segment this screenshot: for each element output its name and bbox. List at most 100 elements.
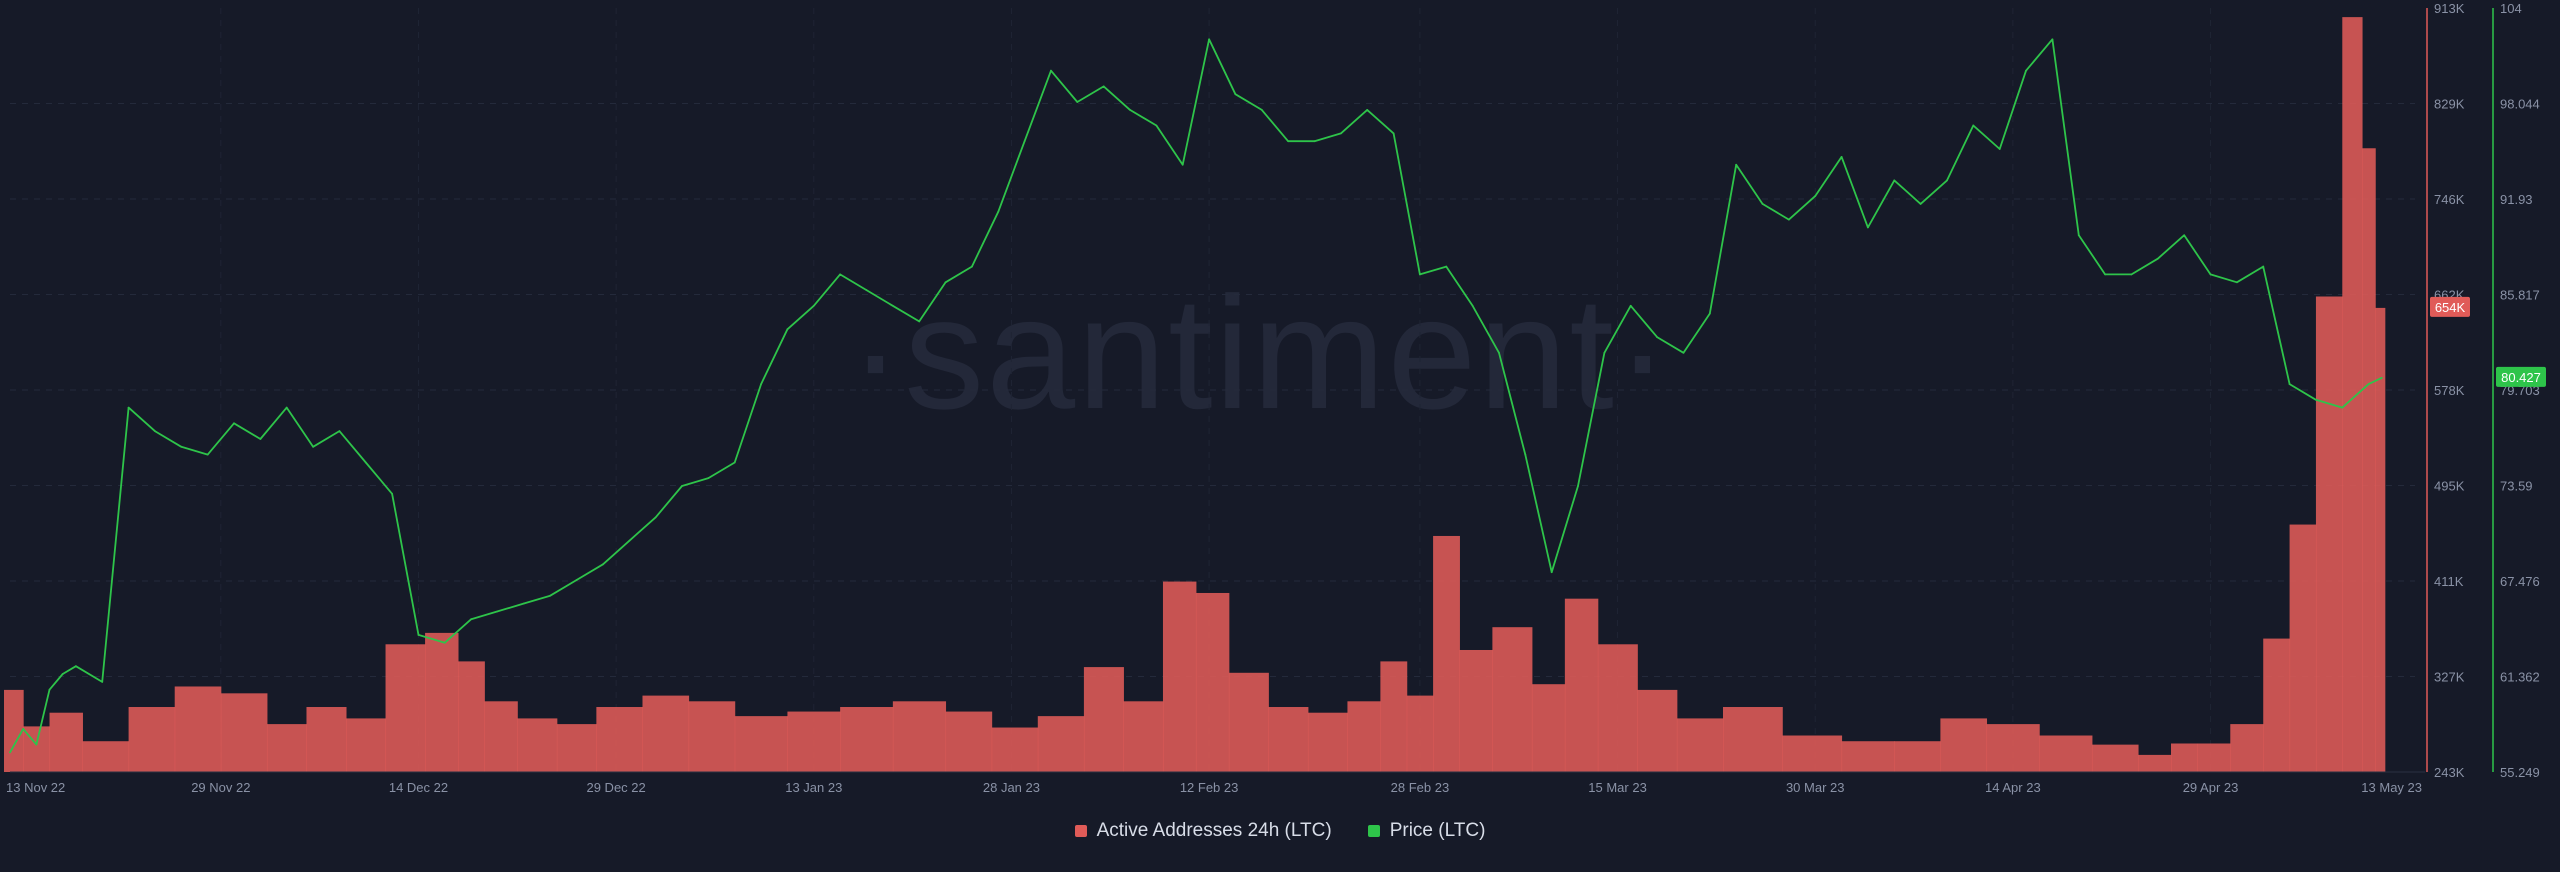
active-addresses-bar	[1676, 718, 1724, 772]
price-point	[2262, 265, 2265, 268]
active-addresses-bar	[1637, 689, 1678, 772]
active-addresses-bar	[1564, 598, 1599, 772]
right-axis-tick-label: 67.476	[2500, 574, 2540, 589]
x-axis-tick-label: 28 Feb 23	[1391, 780, 1450, 795]
price-point	[127, 406, 130, 409]
active-addresses-bar	[1347, 701, 1381, 772]
price-point	[1313, 140, 1316, 143]
price-point	[101, 680, 104, 683]
active-addresses-bar	[174, 686, 222, 772]
active-addresses-bar	[2263, 638, 2291, 772]
price-point	[681, 485, 683, 487]
active-addresses-bar	[2342, 17, 2363, 773]
watermark-text: ·santiment·	[849, 263, 1671, 442]
x-axis-tick-label: 14 Dec 22	[389, 780, 448, 795]
active-addresses-bar	[945, 711, 993, 772]
price-point	[1919, 202, 1922, 205]
price-point	[206, 453, 209, 456]
active-addresses-bar	[517, 718, 558, 772]
price-point	[417, 633, 420, 636]
legend-label-active-addresses: Active Addresses 24h (LTC)	[1096, 820, 1332, 841]
price-point	[48, 688, 51, 691]
price-point	[154, 430, 156, 433]
active-addresses-bar	[2091, 744, 2139, 772]
active-addresses-bar	[346, 718, 387, 772]
x-axis-tick-label: 13 Jan 23	[785, 780, 842, 795]
left-axis-tick-label: 913K	[2434, 1, 2465, 16]
price-point	[944, 281, 947, 284]
price-point	[364, 461, 367, 464]
price-point	[2104, 273, 2107, 276]
legend-item-active-addresses[interactable]: Active Addresses 24h (LTC)	[1074, 820, 1332, 842]
active-addresses-bar	[1986, 724, 2040, 772]
active-addresses-bar	[556, 724, 597, 772]
price-point	[1708, 312, 1711, 315]
active-addresses-bar	[892, 701, 947, 772]
price-point	[1260, 108, 1263, 111]
active-addresses-bar	[49, 712, 83, 772]
active-addresses-last-value-badge	[2430, 296, 2470, 317]
price-last-value: 80.427	[2501, 370, 2541, 385]
left-axis-tick-label: 746K	[2434, 192, 2465, 207]
active-addresses-bar	[1406, 695, 1434, 772]
price-point	[1419, 273, 1421, 276]
price-point	[1998, 148, 2001, 150]
price-point	[233, 422, 235, 425]
price-point	[2367, 383, 2370, 386]
active-addresses-bar	[596, 707, 643, 772]
price-point	[1339, 132, 1342, 135]
active-addresses-bar	[484, 701, 518, 772]
left-axis-tick-label: 495K	[2434, 479, 2465, 494]
active-addresses-bar	[1307, 712, 1348, 772]
price-point	[285, 406, 288, 409]
price-point	[443, 641, 446, 644]
x-axis-tick-label: 30 Mar 23	[1786, 780, 1845, 795]
price-point	[971, 265, 973, 268]
price-point	[74, 665, 77, 668]
price-point	[61, 673, 64, 675]
price-point	[391, 492, 394, 495]
price-point	[1023, 140, 1026, 143]
price-point	[812, 304, 815, 307]
active-addresses-bar	[2230, 724, 2264, 772]
x-axis-tick-label: 29 Nov 22	[191, 780, 250, 795]
active-addresses-bar	[1162, 581, 1197, 772]
active-addresses-bar	[2138, 754, 2172, 772]
left-axis-tick-label: 411K	[2434, 574, 2464, 589]
active-addresses-bar	[2039, 735, 2093, 772]
active-addresses-bar	[2315, 296, 2343, 772]
price-point	[2288, 383, 2291, 386]
price-point	[259, 438, 262, 440]
active-addresses-bar	[1083, 667, 1124, 772]
left-axis-tick-label: 578K	[2434, 383, 2465, 398]
price-point	[2183, 234, 2186, 237]
left-axis-tick-label: 327K	[2434, 670, 2465, 685]
price-point	[1208, 38, 1210, 41]
price-point	[1550, 571, 1553, 574]
price-point	[1471, 304, 1474, 307]
active-addresses-bar	[82, 741, 130, 772]
price-point	[1840, 155, 1843, 158]
active-addresses-bar	[1195, 592, 1230, 772]
axes	[10, 8, 2494, 773]
active-addresses-bar	[266, 724, 307, 772]
chart-legend: Active Addresses 24h (LTC) Price (LTC)	[0, 820, 2560, 842]
price-point	[918, 320, 921, 323]
price-point	[760, 383, 762, 386]
price-point	[1603, 351, 1606, 354]
x-axis-tick-label: 13 May 23	[2361, 780, 2422, 795]
price-point	[1129, 108, 1131, 111]
last-value-badges: 654K 80.427	[2430, 296, 2546, 387]
price-point	[891, 304, 894, 307]
price-point	[786, 328, 789, 331]
left-axis-tick-label: 829K	[2434, 97, 2465, 112]
x-axis-tick-label: 28 Jan 23	[983, 780, 1040, 795]
price-point	[1867, 226, 1869, 229]
price-point	[654, 516, 657, 519]
legend-item-price[interactable]: Price (LTC)	[1367, 820, 1485, 842]
active-addresses-bar	[2170, 743, 2198, 772]
active-addresses-bar	[734, 716, 788, 772]
active-addresses-bar	[425, 632, 459, 772]
price-point	[1972, 124, 1975, 127]
price-point	[2156, 257, 2159, 260]
